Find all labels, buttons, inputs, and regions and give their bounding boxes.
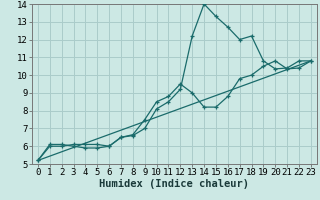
X-axis label: Humidex (Indice chaleur): Humidex (Indice chaleur) <box>100 179 249 189</box>
